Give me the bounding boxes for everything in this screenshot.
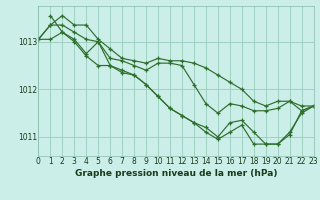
X-axis label: Graphe pression niveau de la mer (hPa): Graphe pression niveau de la mer (hPa) bbox=[75, 169, 277, 178]
